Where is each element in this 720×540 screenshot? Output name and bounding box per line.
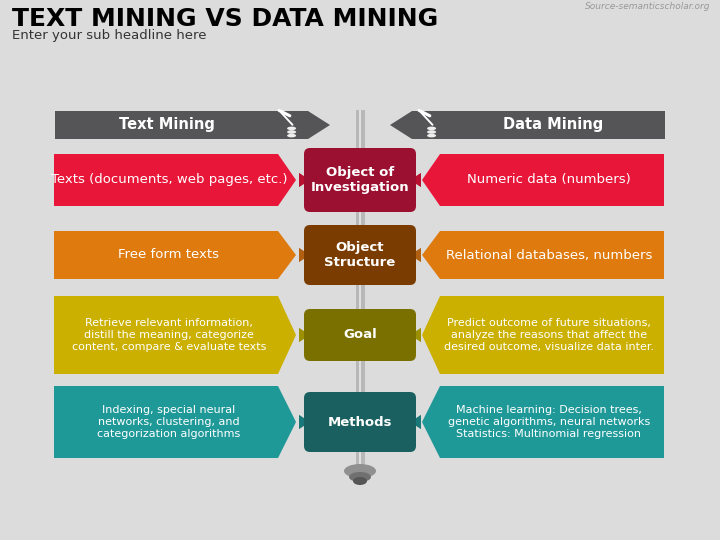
- Ellipse shape: [344, 464, 376, 478]
- Polygon shape: [299, 173, 310, 187]
- Bar: [359, 110, 361, 475]
- Ellipse shape: [353, 477, 367, 485]
- Polygon shape: [299, 328, 310, 342]
- Text: Indexing, special neural
networks, clustering, and
categorization algorithms: Indexing, special neural networks, clust…: [97, 406, 240, 438]
- Polygon shape: [299, 415, 310, 429]
- Text: Methods: Methods: [328, 415, 392, 429]
- FancyBboxPatch shape: [304, 309, 416, 361]
- Text: Free form texts: Free form texts: [119, 248, 220, 261]
- Polygon shape: [54, 296, 296, 374]
- Polygon shape: [410, 415, 421, 429]
- Polygon shape: [54, 154, 296, 206]
- Polygon shape: [422, 386, 664, 458]
- Text: TEXT MINING VS DATA MINING: TEXT MINING VS DATA MINING: [12, 7, 438, 31]
- Text: Data Mining: Data Mining: [503, 118, 603, 132]
- Ellipse shape: [287, 134, 296, 137]
- Text: Retrieve relevant information,
distill the meaning, categorize
content, compare : Retrieve relevant information, distill t…: [72, 319, 266, 352]
- Ellipse shape: [349, 472, 371, 482]
- Text: Predict outcome of future situations,
analyze the reasons that affect the
desire: Predict outcome of future situations, an…: [444, 319, 654, 352]
- Ellipse shape: [287, 126, 296, 130]
- Polygon shape: [54, 231, 296, 279]
- Polygon shape: [390, 111, 665, 139]
- Polygon shape: [422, 296, 664, 374]
- FancyBboxPatch shape: [304, 148, 416, 212]
- FancyBboxPatch shape: [304, 392, 416, 452]
- Text: Object
Structure: Object Structure: [325, 241, 395, 269]
- Polygon shape: [410, 173, 421, 187]
- Text: Texts (documents, web pages, etc.): Texts (documents, web pages, etc.): [50, 173, 287, 186]
- Polygon shape: [54, 386, 296, 458]
- Text: Relational databases, numbers: Relational databases, numbers: [446, 248, 652, 261]
- Ellipse shape: [427, 130, 436, 134]
- Text: Machine learning: Decision trees,
genetic algorithms, neural networks
Statistics: Machine learning: Decision trees, geneti…: [448, 406, 650, 438]
- Text: Source-semanticscholar.org: Source-semanticscholar.org: [585, 2, 710, 11]
- Polygon shape: [422, 154, 664, 206]
- Polygon shape: [410, 248, 421, 262]
- Polygon shape: [422, 231, 664, 279]
- Bar: [356, 110, 364, 475]
- Polygon shape: [55, 111, 330, 139]
- Ellipse shape: [287, 130, 296, 134]
- Ellipse shape: [427, 126, 436, 130]
- Text: Numeric data (numbers): Numeric data (numbers): [467, 173, 631, 186]
- Ellipse shape: [427, 134, 436, 137]
- Polygon shape: [299, 248, 310, 262]
- FancyBboxPatch shape: [304, 225, 416, 285]
- Text: Enter your sub headline here: Enter your sub headline here: [12, 29, 207, 42]
- Text: Goal: Goal: [343, 328, 377, 341]
- Polygon shape: [410, 328, 421, 342]
- Text: Text Mining: Text Mining: [119, 118, 215, 132]
- Text: Object of
Investigation: Object of Investigation: [311, 166, 409, 194]
